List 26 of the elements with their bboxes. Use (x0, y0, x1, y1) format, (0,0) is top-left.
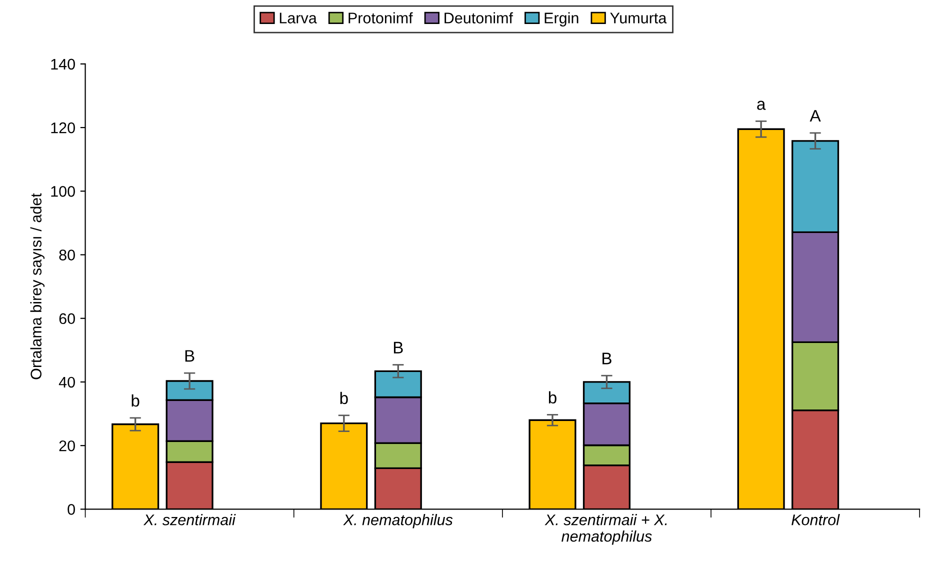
y-tick-label: 120 (51, 122, 75, 134)
legend-label: Yumurta (610, 12, 667, 24)
data-label: b (132, 394, 140, 407)
y-tick-label: 100 (51, 186, 75, 197)
legend-label: Protonimf (348, 12, 413, 24)
y-tick-label: 0 (68, 504, 75, 515)
y-tick-label: 80 (59, 250, 75, 260)
y-axis-title: Ortalama birey sayısı / adet (30, 193, 45, 380)
x-tick-label: X. szentirmaii + X. nematophilus (544, 514, 667, 545)
y-tick-label: 20 (59, 440, 75, 452)
data-label: B (394, 342, 403, 354)
x-tick-label: X. szentirmaii (143, 514, 236, 526)
legend-label: Larva (280, 12, 317, 24)
legend-label: Ergin (544, 12, 578, 26)
data-label: a (757, 100, 766, 110)
legend-label: Deutonimf (444, 12, 514, 24)
x-tick-label: X. nematophilus (343, 514, 453, 528)
data-label: b (548, 391, 556, 404)
data-label: B (602, 352, 612, 364)
data-label: B (185, 350, 194, 362)
data-label: A (810, 110, 821, 122)
y-tick-label: 60 (59, 313, 75, 324)
y-tick-label: 140 (51, 58, 75, 70)
data-label: b (340, 392, 348, 404)
y-tick-label: 40 (58, 376, 75, 388)
x-tick-label: Kontrol (792, 514, 840, 526)
